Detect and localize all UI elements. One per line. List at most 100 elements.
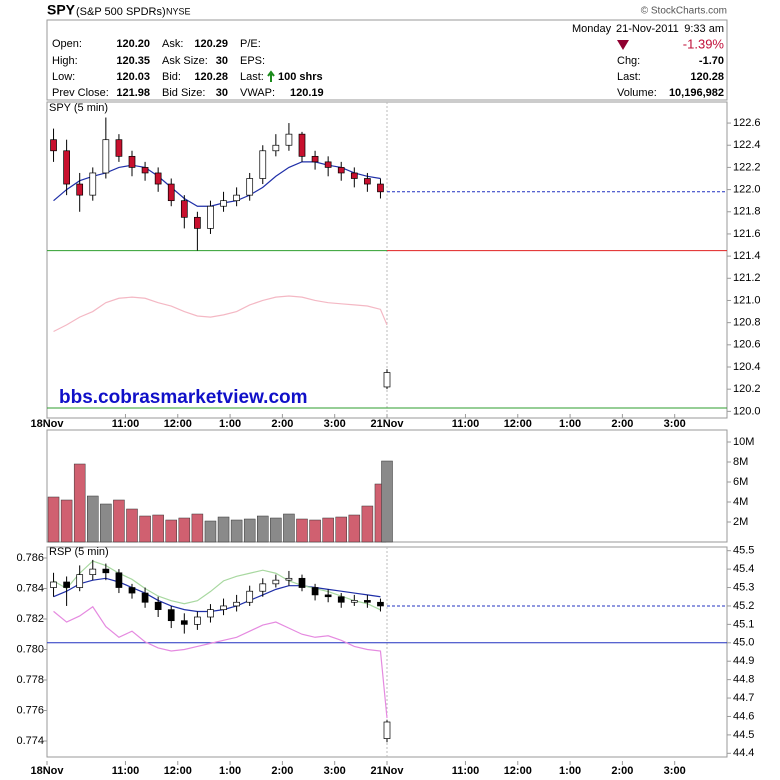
field-label: Prev Close:: [52, 87, 109, 99]
x-tick-label: 2:00: [271, 765, 293, 777]
field-label: Last:: [240, 71, 264, 83]
security-name: (S&P 500 SPDRs): [76, 6, 166, 18]
source: © StockCharts.com: [641, 6, 727, 17]
y-tick-label: 122.2: [733, 161, 761, 173]
candle-body: [259, 150, 267, 179]
field-value: 30: [216, 87, 228, 99]
x-tick-label: 1:00: [559, 418, 581, 430]
field-label: Bid Size:: [162, 87, 205, 99]
symbol: SPY: [47, 2, 76, 18]
candle-body: [350, 172, 358, 179]
x-tick-label: 12:00: [164, 765, 192, 777]
x-tick-label: 12:00: [504, 765, 532, 777]
volume-bar: [257, 515, 269, 543]
y-tick-label: 45.5: [733, 545, 754, 557]
field-label: Ask:: [162, 38, 183, 50]
field-value: 10,196,982: [669, 87, 724, 99]
line: [53, 605, 388, 719]
y-tick-label: 0.782: [16, 613, 44, 625]
y-tick-label: 121.0: [733, 294, 761, 306]
watermark: bbs.cobrasmarketview.com: [59, 387, 308, 408]
y-tick-label: 120.4: [733, 361, 761, 373]
candle-body: [154, 172, 162, 185]
day: Monday: [572, 23, 612, 35]
field-label: Bid:: [162, 71, 181, 83]
candle-body: [141, 592, 149, 603]
candle-body: [285, 133, 293, 146]
candle-body: [102, 139, 110, 174]
volume-bar: [139, 515, 151, 543]
candle-body: [220, 605, 227, 610]
candle-body: [63, 150, 70, 185]
y-tick-label: 0.786: [16, 552, 44, 564]
candle-body: [167, 609, 175, 622]
candle-body: [377, 183, 384, 193]
volume-bar: [47, 496, 60, 543]
x-tick-label: 12:00: [164, 418, 192, 430]
field-value: -1.70: [699, 55, 724, 67]
candle-body: [364, 178, 371, 185]
y-tick-label: 122.0: [733, 183, 761, 195]
field-label: EPS:: [240, 55, 265, 67]
candle-body: [324, 161, 332, 168]
volume-bar: [381, 460, 393, 543]
candle-body: [89, 568, 97, 575]
y-tick-label: 44.6: [733, 710, 754, 722]
volume-bar: [126, 508, 138, 543]
up-arrow: [267, 70, 275, 82]
volume-bar: [73, 463, 86, 543]
candle-body: [246, 178, 254, 196]
y-tick-label: 0.774: [16, 735, 44, 747]
x-tick-label: 2:00: [611, 418, 633, 430]
x-tick-label: 18Nov: [30, 418, 64, 430]
volume-bar: [178, 517, 191, 543]
volume-bar: [270, 517, 282, 543]
y-tick-label: 44.4: [733, 747, 754, 759]
candle-body: [377, 601, 384, 607]
field-value: 120.19: [290, 87, 324, 99]
y-tick-label: 121.8: [733, 206, 761, 218]
time: 9:33 am: [684, 23, 724, 35]
y-tick-label: 122.6: [733, 117, 761, 129]
candle-body: [207, 609, 214, 618]
volume-bar: [191, 513, 204, 543]
volume-bar: [152, 514, 164, 543]
candle-body: [50, 581, 57, 588]
y-tick-label: 0.776: [16, 704, 44, 716]
x-tick-label: 1:00: [219, 418, 241, 430]
x-tick-label: 12:00: [504, 418, 532, 430]
x-tick-label: 18Nov: [30, 765, 64, 777]
candle-body: [141, 167, 149, 174]
panel-title: RSP (5 min): [49, 546, 109, 558]
candle-body: [115, 139, 123, 157]
y-tick-label: 2M: [733, 516, 748, 528]
field-value: 100 shrs: [278, 71, 323, 83]
field-label: High:: [52, 55, 78, 67]
x-tick-label: 2:00: [611, 765, 633, 777]
y-tick-label: 8M: [733, 456, 748, 468]
candle-body: [76, 574, 84, 588]
x-tick-label: 11:00: [112, 765, 140, 777]
candle-body: [383, 372, 391, 388]
volume-bar: [348, 514, 361, 543]
field-label: Open:: [52, 38, 82, 50]
field-value: 120.28: [194, 71, 228, 83]
volume-bar: [335, 516, 347, 543]
volume-bar: [243, 518, 256, 543]
field-value: 30: [216, 55, 228, 67]
candle-body: [50, 139, 57, 152]
y-tick-label: 121.2: [733, 272, 761, 284]
volume-bar: [283, 513, 295, 543]
date: 21-Nov-2011: [616, 23, 679, 35]
y-tick-label: 121.6: [733, 228, 761, 240]
y-tick-label: 45.2: [733, 600, 754, 612]
y-tick-label: 121.4: [733, 250, 761, 262]
y-tick-label: 45.3: [733, 581, 754, 593]
line: [53, 560, 381, 611]
quote-box: [46, 19, 728, 101]
candle-body: [311, 587, 319, 596]
candle-body: [180, 200, 188, 218]
x-tick-label: 3:00: [664, 765, 686, 777]
x-tick-label: 3:00: [324, 765, 346, 777]
candle-body: [167, 183, 175, 202]
